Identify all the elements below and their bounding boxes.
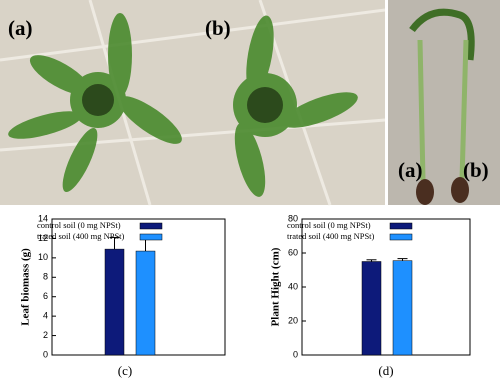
y-tick-label: 40	[288, 281, 298, 291]
bar	[361, 261, 382, 356]
y-tick-label: 80	[288, 213, 298, 223]
y-tick-label: 20	[288, 315, 298, 325]
y-tick-label: 14	[38, 213, 48, 223]
y-axis-label: Plant Hight (cm)	[270, 247, 282, 326]
legend-swatch	[389, 222, 413, 230]
legend-swatch	[139, 222, 163, 230]
photo-left	[0, 0, 386, 206]
photo-label: (a)	[8, 16, 33, 40]
legend-swatch	[139, 233, 163, 241]
legend-swatch	[389, 233, 413, 241]
caption: (c)	[118, 363, 132, 378]
bar	[104, 248, 125, 356]
legend-label: trated soil (400 mg NPSt)	[287, 231, 375, 241]
y-axis-label: Leaf biomass (g)	[20, 248, 32, 326]
legend-label: trated soil (400 mg NPSt)	[37, 231, 125, 241]
y-tick-label: 10	[38, 252, 48, 262]
photo-label: (b)	[463, 158, 489, 182]
y-tick-label: 0	[293, 349, 298, 359]
legend-label: control soil (0 mg NPSt)	[287, 220, 371, 230]
y-tick-label: 12	[38, 233, 48, 243]
photo-label: (b)	[205, 16, 231, 40]
y-tick-label: 4	[43, 311, 48, 321]
y-tick-label: 2	[43, 330, 48, 340]
bar	[392, 260, 413, 356]
y-tick-label: 6	[43, 291, 48, 301]
caption: (d)	[378, 363, 393, 378]
legend-label: control soil (0 mg NPSt)	[37, 220, 121, 230]
photo-right	[388, 0, 500, 205]
bar	[135, 250, 156, 356]
y-tick-label: 60	[288, 247, 298, 257]
photo-label: (a)	[398, 158, 423, 182]
y-tick-label: 0	[43, 349, 48, 359]
y-tick-label: 8	[43, 272, 48, 282]
